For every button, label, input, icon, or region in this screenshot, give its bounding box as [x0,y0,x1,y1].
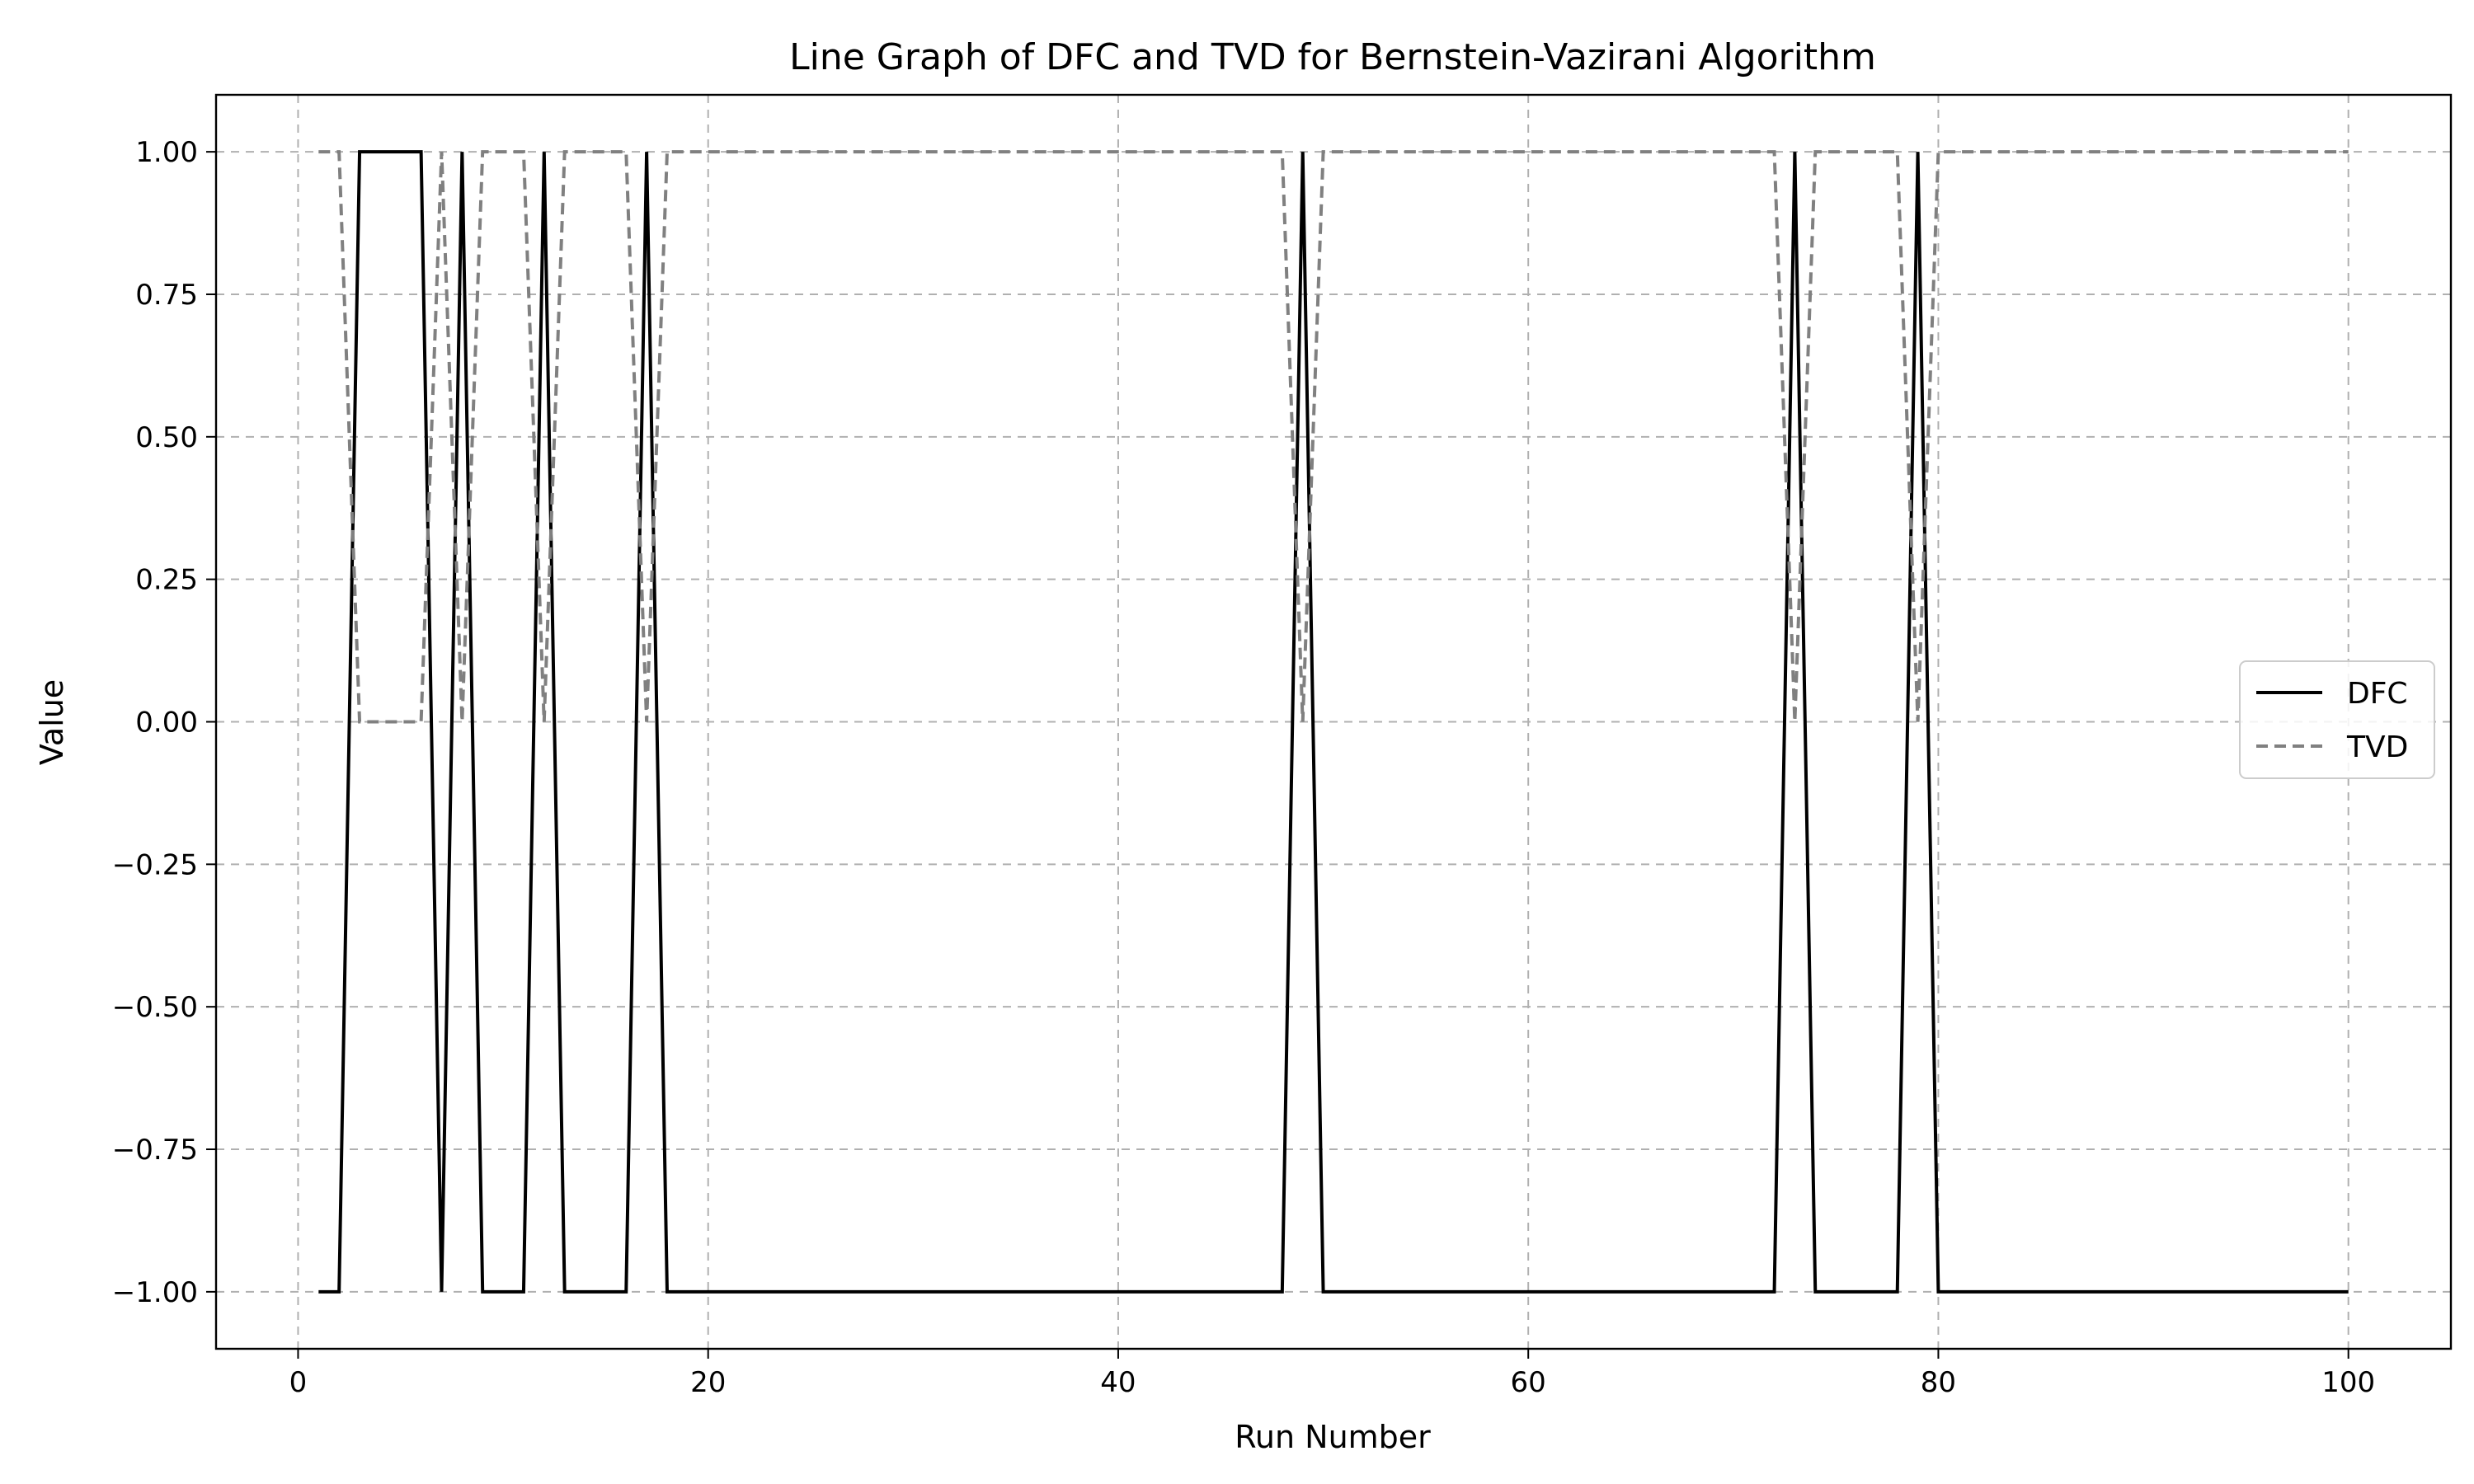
series-line-dfc [318,150,2349,1294]
y-tick-label-2: −0.50 [112,991,198,1024]
y-tick-label-0: −1.00 [112,1276,198,1309]
x-axis-label: Run Number [1235,1419,1431,1455]
chart-title: Line Graph of DFC and TVD for Bernstein-… [789,36,1876,78]
y-tick-label-6: 0.50 [135,421,198,454]
legend-label-tvd: TVD [2346,730,2408,764]
y-tick-label-4: 0.00 [135,707,198,740]
x-tick-label-0: 0 [289,1366,308,1399]
x-tick-label-100: 100 [2321,1366,2375,1399]
x-tick-label-40: 40 [1100,1366,1136,1399]
y-axis-label: Value [34,679,70,765]
series-layer [318,150,2349,1294]
x-tick-label-80: 80 [1921,1366,1956,1399]
legend-box [2239,660,2435,779]
x-tick-label-60: 60 [1511,1366,1546,1399]
legend-label-dfc: DFC [2347,677,2408,711]
y-tick-label-1: −0.75 [112,1134,198,1167]
y-tick-label-8: 1.00 [135,136,198,169]
x-tick-label-20: 20 [690,1366,726,1399]
series-line-tvd [318,150,2349,724]
y-tick-label-3: −0.25 [112,848,198,881]
y-axis: −1.00 −0.75 −0.50 −0.25 0.00 0.25 0.50 0.75 1.00 [112,136,216,1309]
legend: DFC TVD [2239,660,2435,779]
x-axis: 0 20 40 60 80 100 [289,1349,2375,1399]
y-tick-label-7: 0.75 [135,279,198,312]
y-tick-label-5: 0.25 [135,564,198,597]
